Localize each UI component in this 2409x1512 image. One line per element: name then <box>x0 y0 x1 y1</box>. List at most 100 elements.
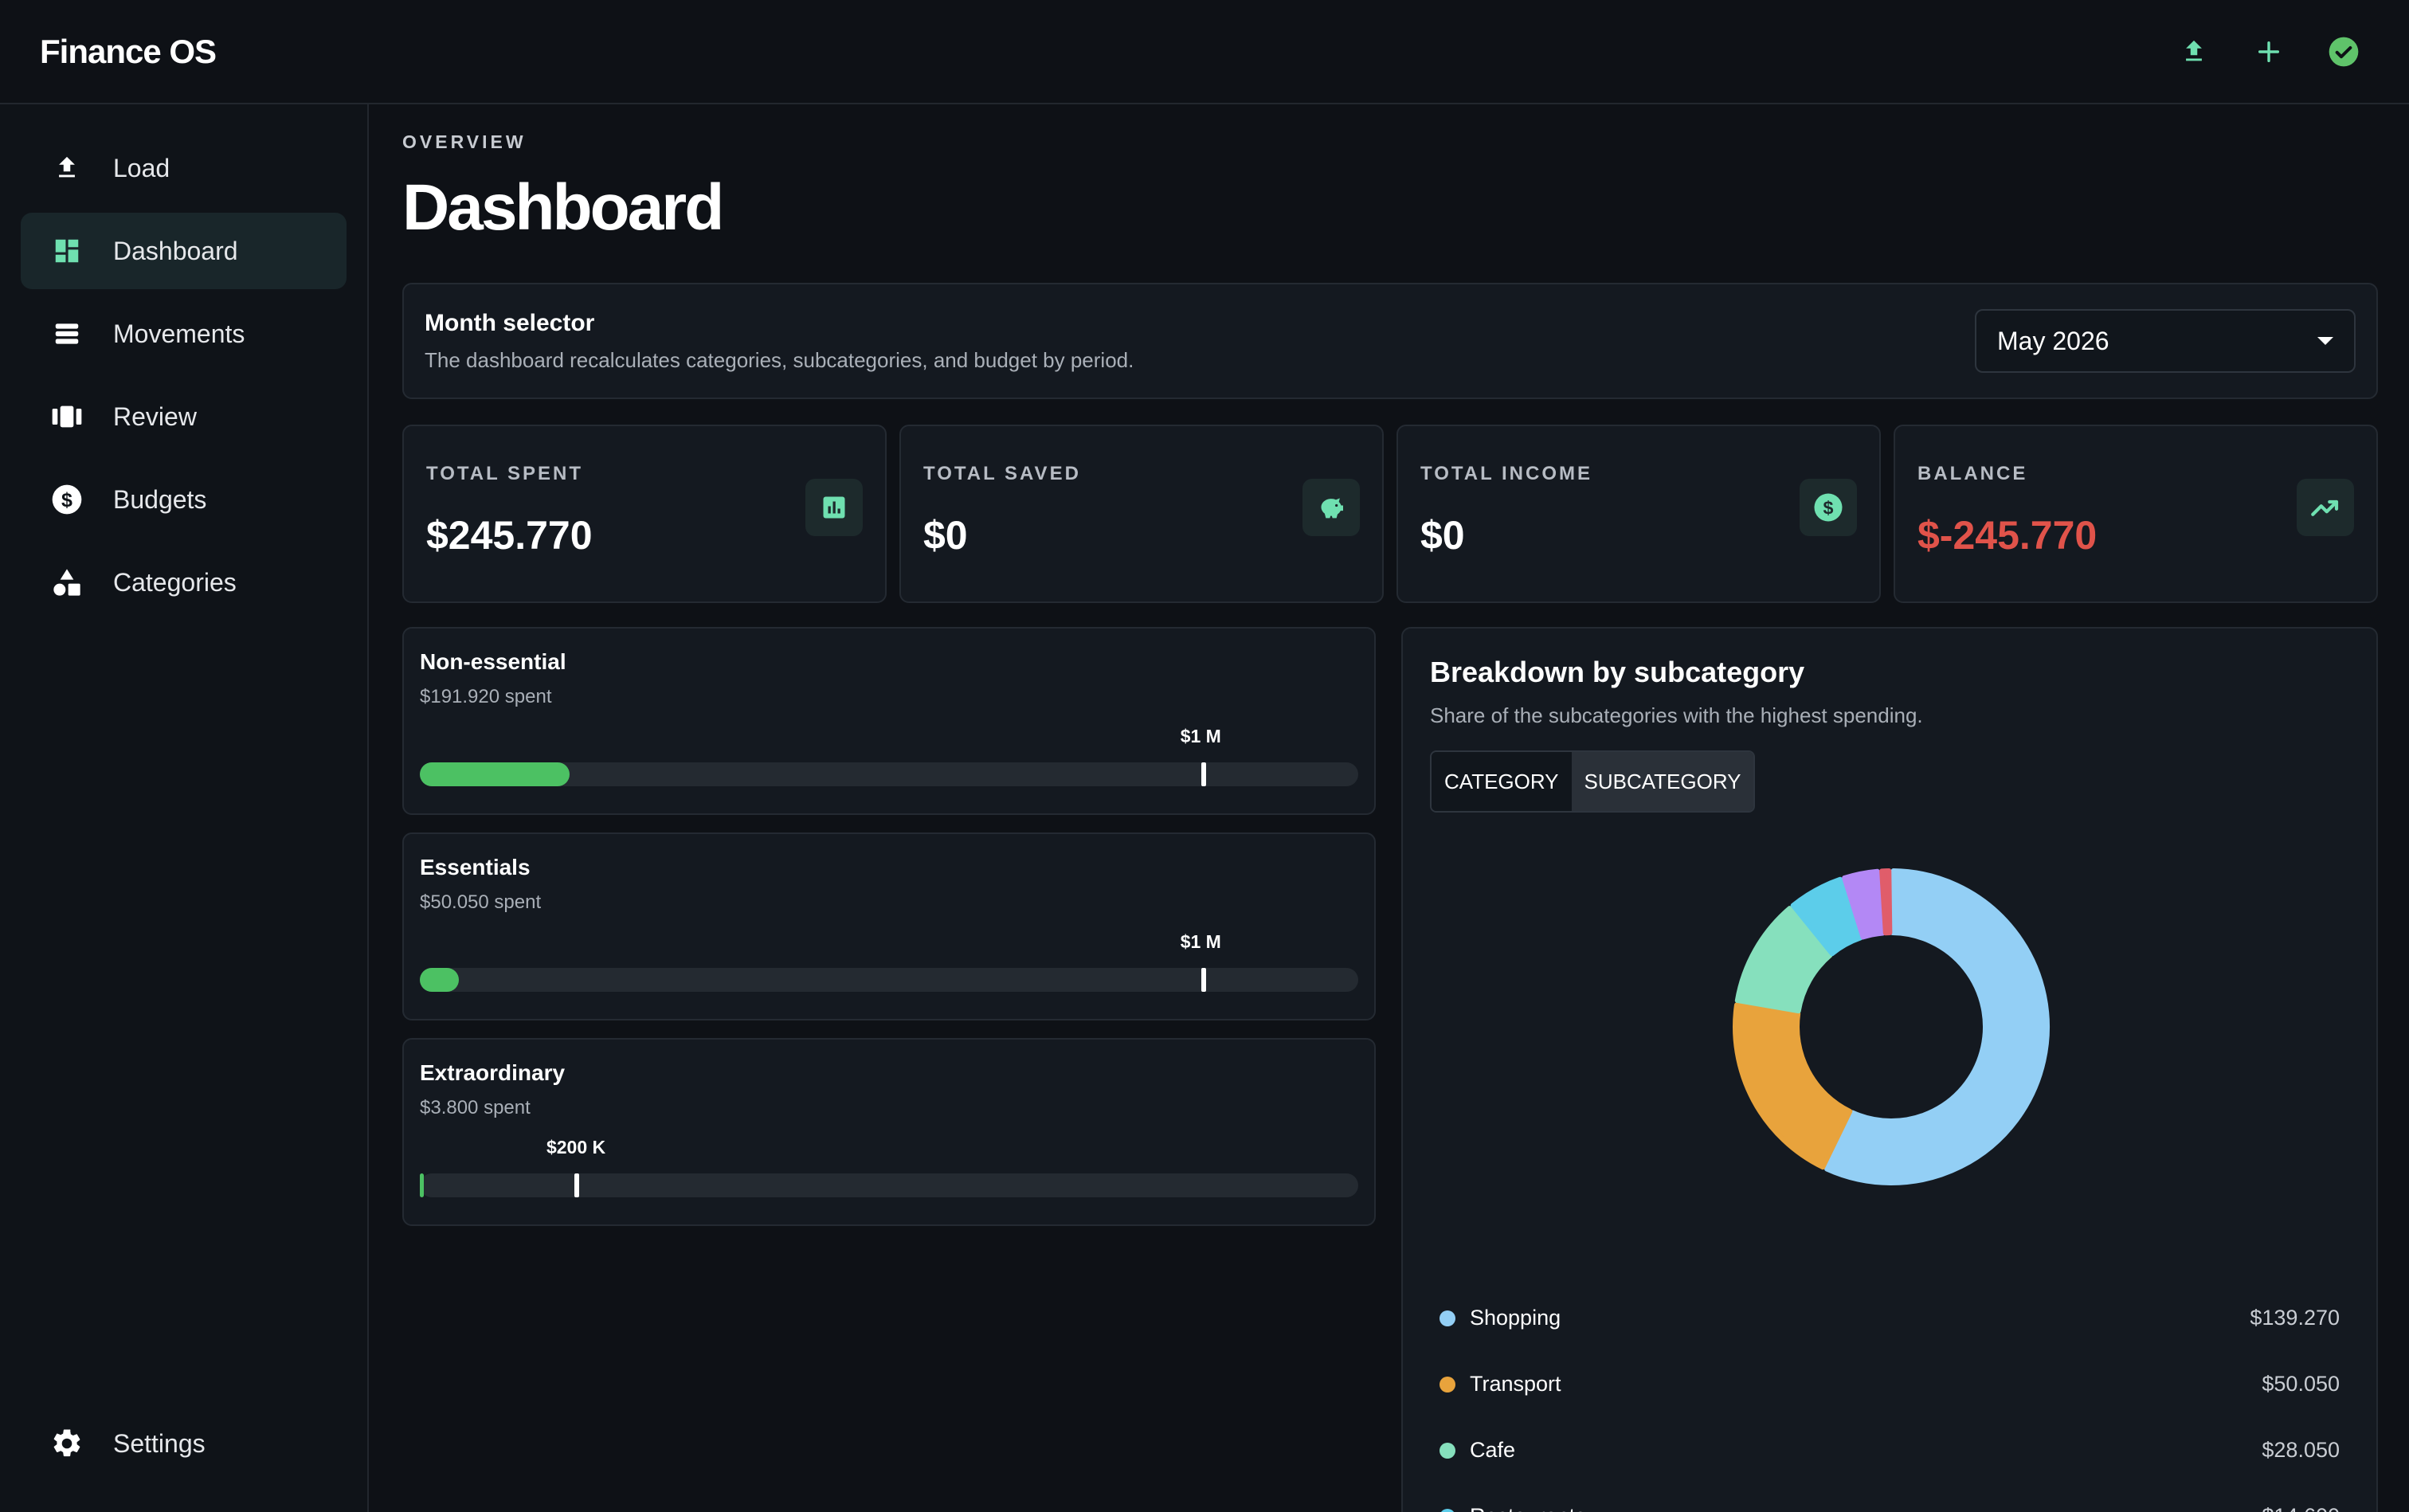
sidebar-item-movements[interactable]: Movements <box>21 296 347 372</box>
sidebar-item-settings[interactable]: Settings <box>21 1405 347 1482</box>
budget-limit-marker <box>574 1173 579 1197</box>
legend-item: Transport $50.050 <box>1440 1351 2340 1417</box>
sidebar-item-label: Dashboard <box>113 236 238 265</box>
donut-slice-3[interactable] <box>1790 876 1863 957</box>
kpi-card-total-income: TOTAL INCOME $0 $ <box>1396 425 1881 603</box>
plus-icon[interactable] <box>2253 36 2285 68</box>
sidebar-nav: Load Dashboard Movements Review $ Budget… <box>0 104 367 621</box>
main-content: OVERVIEW Dashboard Month selector The da… <box>402 104 2378 1512</box>
budget-card-essentials: Essentials $50.050 spent $1 M <box>402 832 1376 1020</box>
top-bar: Finance OS <box>0 0 2409 104</box>
month-selector-panel: Month selector The dashboard recalculate… <box>402 283 2378 399</box>
legend-value: $139.270 <box>2250 1306 2340 1330</box>
toggle-category[interactable]: CATEGORY <box>1432 752 1572 811</box>
budget-card-non-essential: Non-essential $191.920 spent $1 M <box>402 627 1376 815</box>
app-title: Finance OS <box>40 32 217 70</box>
legend-item-left: Cafe <box>1440 1438 1515 1463</box>
breakdown-title: Breakdown by subcategory <box>1430 656 1805 688</box>
shapes-icon <box>49 565 84 600</box>
legend-dot <box>1440 1310 1455 1326</box>
donut-slice-5[interactable] <box>1879 868 1893 936</box>
kpi-label: TOTAL SPENT <box>426 463 584 484</box>
chart-legend: Shopping $139.270 Transport $50.050 Cafe… <box>1440 1285 2340 1512</box>
sidebar-item-label: Budgets <box>113 484 207 514</box>
legend-item: Restaurants $14.600 <box>1440 1483 2340 1512</box>
legend-item: Cafe $28.050 <box>1440 1417 2340 1483</box>
donut-chart <box>1733 868 2050 1185</box>
review-icon <box>49 399 84 434</box>
month-selector-description: The dashboard recalculates categories, s… <box>425 347 1134 372</box>
budget-progress-track <box>420 968 1358 992</box>
legend-item-left: Restaurants <box>1440 1504 1586 1512</box>
sidebar-item-load[interactable]: Load <box>21 130 347 206</box>
month-selector-text: Month selector The dashboard recalculate… <box>425 310 1134 373</box>
budget-title: Extraordinary <box>420 1060 566 1085</box>
sidebar-item-label: Settings <box>113 1428 206 1458</box>
legend-value: $50.050 <box>2262 1372 2340 1396</box>
sidebar-item-label: Review <box>113 402 197 431</box>
breakdown-toggle: CATEGORY SUBCATEGORY <box>1430 750 1756 813</box>
legend-value: $14.600 <box>2262 1504 2340 1512</box>
sidebar: Load Dashboard Movements Review $ Budget… <box>0 104 369 1512</box>
dashboard-icon <box>49 233 84 268</box>
toggle-subcategory[interactable]: SUBCATEGORY <box>1571 752 1754 811</box>
budget-spent: $3.800 spent <box>420 1097 531 1118</box>
donut-slice-4[interactable] <box>1842 868 1886 940</box>
kpi-label: TOTAL INCOME <box>1420 463 1592 484</box>
breakdown-panel: Breakdown by subcategory Share of the su… <box>1401 627 2378 1512</box>
budget-progress-fill <box>420 1173 424 1197</box>
budget-limit-marker <box>1201 968 1206 992</box>
donut-slice-0[interactable] <box>1824 868 2050 1185</box>
budget-limit-label: $1 M <box>1180 931 1221 952</box>
kpi-label: TOTAL SAVED <box>923 463 1081 484</box>
list-icon <box>49 316 84 351</box>
budget-title: Essentials <box>420 855 531 879</box>
budget-progress-fill <box>420 762 570 786</box>
legend-value: $28.050 <box>2262 1438 2340 1462</box>
upload-icon[interactable] <box>2178 36 2210 68</box>
donut-slice-2[interactable] <box>1734 906 1833 1014</box>
month-select-value: May 2026 <box>1997 326 2109 355</box>
budget-spent: $191.920 spent <box>420 686 552 707</box>
piggy-bank-icon <box>1302 479 1360 536</box>
budget-title: Non-essential <box>420 649 566 674</box>
sidebar-item-categories[interactable]: Categories <box>21 544 347 621</box>
kpi-value: $0 <box>1420 513 1465 558</box>
kpi-value: $0 <box>923 513 968 558</box>
kpi-value: $-245.770 <box>1917 513 2098 558</box>
donut-slice-1[interactable] <box>1733 1002 1853 1170</box>
top-actions <box>2178 36 2360 68</box>
budget-card-extraordinary: Extraordinary $3.800 spent $200 K <box>402 1038 1376 1226</box>
sidebar-item-budgets[interactable]: $ Budgets <box>21 461 347 538</box>
kpi-value: $245.770 <box>426 513 593 558</box>
legend-dot <box>1440 1376 1455 1393</box>
kpi-card-total-spent: TOTAL SPENT $245.770 <box>402 425 887 603</box>
legend-item-left: Shopping <box>1440 1306 1561 1330</box>
dollar-circle-icon: $ <box>49 482 84 517</box>
legend-name: Shopping <box>1470 1306 1561 1330</box>
kpi-cards: TOTAL SPENT $245.770 TOTAL SAVED $0 TOTA… <box>402 425 2378 603</box>
month-select[interactable]: May 2026 <box>1975 309 2356 373</box>
sidebar-item-label: Categories <box>113 567 237 597</box>
budget-limit-label: $200 K <box>546 1137 606 1158</box>
svg-text:$: $ <box>1823 497 1834 518</box>
check-circle-icon[interactable] <box>2328 36 2360 68</box>
budget-progress-track <box>420 1173 1358 1197</box>
sidebar-item-review[interactable]: Review <box>21 378 347 455</box>
bar-chart-icon <box>805 479 863 536</box>
sidebar-item-dashboard[interactable]: Dashboard <box>21 213 347 289</box>
legend-name: Transport <box>1470 1372 1561 1396</box>
kpi-label: BALANCE <box>1917 463 2028 484</box>
upload-icon <box>49 151 84 186</box>
budget-limit-marker <box>1201 762 1206 786</box>
trending-up-icon <box>2297 479 2354 536</box>
kpi-card-balance: BALANCE $-245.770 <box>1894 425 2378 603</box>
dollar-circle-icon: $ <box>1800 479 1857 536</box>
budget-progress-fill <box>420 968 460 992</box>
svg-text:$: $ <box>61 489 72 511</box>
legend-item: Shopping $139.270 <box>1440 1285 2340 1351</box>
budget-limit-label: $1 M <box>1180 726 1221 746</box>
sidebar-item-label: Load <box>113 153 170 182</box>
kpi-card-total-saved: TOTAL SAVED $0 <box>899 425 1384 603</box>
budget-list: Non-essential $191.920 spent $1 M Essent… <box>402 627 1376 1244</box>
